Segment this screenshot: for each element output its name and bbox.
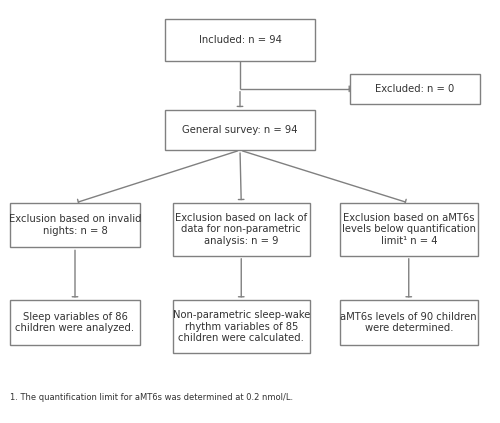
- FancyBboxPatch shape: [165, 19, 315, 61]
- Text: aMT6s levels of 90 children
were determined.: aMT6s levels of 90 children were determi…: [340, 312, 477, 333]
- FancyBboxPatch shape: [340, 300, 477, 345]
- FancyBboxPatch shape: [10, 300, 140, 345]
- Text: Exclusion based on lack of
data for non-parametric
analysis: n = 9: Exclusion based on lack of data for non-…: [175, 213, 308, 246]
- FancyBboxPatch shape: [10, 203, 140, 247]
- FancyBboxPatch shape: [172, 300, 310, 353]
- Text: General survey: n = 94: General survey: n = 94: [182, 125, 298, 135]
- Text: 1. The quantification limit for aMT6s was determined at 0.2 nmol/L.: 1. The quantification limit for aMT6s wa…: [10, 393, 293, 402]
- FancyBboxPatch shape: [340, 203, 477, 256]
- Text: Excluded: n = 0: Excluded: n = 0: [376, 84, 454, 94]
- Text: Non-parametric sleep-wake
rhythm variables of 85
children were calculated.: Non-parametric sleep-wake rhythm variabl…: [172, 310, 310, 343]
- Text: Included: n = 94: Included: n = 94: [198, 35, 281, 45]
- FancyBboxPatch shape: [350, 74, 480, 104]
- Text: Exclusion based on aMT6s
levels below quantification
limit¹ n = 4: Exclusion based on aMT6s levels below qu…: [342, 213, 476, 246]
- FancyBboxPatch shape: [172, 203, 310, 256]
- Text: Exclusion based on invalid
nights: n = 8: Exclusion based on invalid nights: n = 8: [9, 214, 141, 236]
- Text: Sleep variables of 86
children were analyzed.: Sleep variables of 86 children were anal…: [16, 312, 134, 333]
- FancyBboxPatch shape: [165, 110, 315, 150]
